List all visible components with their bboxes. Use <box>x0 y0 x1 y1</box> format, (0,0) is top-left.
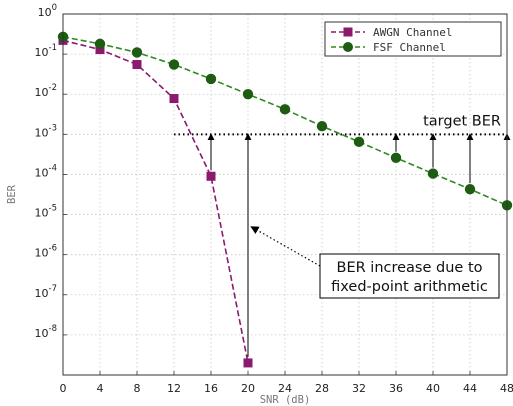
annotation: BER increase due to fixed-point arithmeti… <box>250 226 500 299</box>
y-axis-label: BER <box>6 184 18 204</box>
y-tick-label: 10-4 <box>35 163 57 179</box>
legend-box <box>324 21 502 57</box>
x-tick-label: 0 <box>60 382 67 395</box>
x-axis-label: SNR (dB) <box>260 394 311 406</box>
fsf-point <box>94 38 106 50</box>
x-tick-label: 20 <box>241 382 255 395</box>
fsf-point <box>131 47 143 58</box>
y-tick-label: 100 <box>38 3 57 19</box>
plot-frame <box>62 13 508 376</box>
awgn-series-line <box>62 39 249 364</box>
y-tick-label: 10-2 <box>35 83 57 99</box>
awgn-point <box>243 358 253 368</box>
awgn-point <box>132 60 142 70</box>
y-tick-label: 10-5 <box>35 204 57 220</box>
fsf-point <box>205 73 217 85</box>
target-ber-label: target BER <box>423 113 501 129</box>
fsf-point <box>390 152 402 163</box>
annotation-line-2: fixed-point arithmetic <box>331 279 488 295</box>
y-tick-label: 10-8 <box>35 324 57 340</box>
fsf-point <box>168 59 180 70</box>
fsf-point <box>464 183 476 195</box>
awgn-point <box>95 45 105 55</box>
x-tick-label: 16 <box>204 382 218 395</box>
legend-marker-circle <box>343 42 353 52</box>
awgn-point <box>206 171 216 181</box>
fsf-point <box>427 168 439 179</box>
grid <box>62 13 508 375</box>
x-tick-label: 4 <box>97 382 104 395</box>
axes: 0 4 8 12 16 20 24 28 32 36 40 44 4810010-110-210-310… <box>35 3 513 395</box>
awgn-point <box>169 94 179 104</box>
y-tick-label: 10-7 <box>35 284 57 300</box>
labels: target BER SNR (dB) BER <box>6 113 501 406</box>
x-tick-label: 36 <box>389 382 403 395</box>
annotation-line-1: BER increase due to <box>337 260 483 276</box>
fsf-point <box>353 136 365 148</box>
fsf-point <box>242 89 254 100</box>
annotation-box <box>319 253 500 299</box>
x-tick-label: 28 <box>315 382 329 395</box>
y-tick-label: 10-3 <box>35 123 57 139</box>
legend: AWGN Channel FSF Channel <box>324 21 502 57</box>
legend-label-awgn: AWGN Channel <box>373 26 452 39</box>
x-tick-label: 32 <box>352 382 366 395</box>
x-tick-label: 24 <box>278 382 292 395</box>
legend-marker-square <box>343 27 353 37</box>
fsf-point <box>316 120 328 132</box>
y-tick-label: 10-6 <box>35 244 57 260</box>
series <box>57 31 513 368</box>
x-tick-label: 44 <box>463 382 477 395</box>
x-tick-label: 8 <box>134 382 141 395</box>
annotation-pointer-arrow <box>250 226 321 267</box>
y-tick-label: 10-1 <box>35 43 57 59</box>
fsf-point <box>279 104 291 115</box>
legend-label-fsf: FSF Channel <box>373 41 446 54</box>
x-tick-label: 12 <box>167 382 181 395</box>
x-tick-label: 40 <box>426 382 440 395</box>
x-tick-label: 48 <box>500 382 513 395</box>
